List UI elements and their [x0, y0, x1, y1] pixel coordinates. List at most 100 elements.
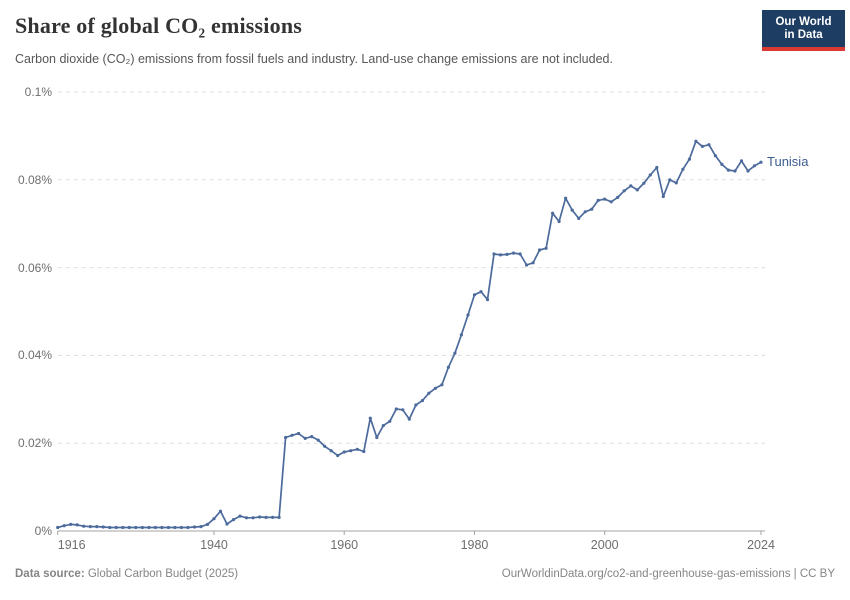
data-point [713, 154, 718, 158]
data-point [336, 453, 340, 458]
data-point [140, 525, 144, 530]
data-point [459, 333, 463, 337]
data-point [258, 515, 262, 519]
data-point [759, 160, 763, 164]
data-point [648, 173, 652, 177]
data-point [225, 522, 229, 526]
y-axis-tick-label: 0.1% [24, 85, 52, 99]
y-axis-tick-label: 0% [34, 524, 52, 538]
data-point [147, 525, 151, 530]
data-point [720, 162, 724, 166]
data-point [271, 515, 275, 520]
data-point [466, 313, 470, 317]
data-point [511, 251, 516, 255]
data-point [564, 196, 568, 200]
data-point [570, 208, 574, 212]
data-point [668, 178, 672, 182]
data-point [88, 525, 92, 529]
data-point [538, 248, 542, 252]
owid-cc-link[interactable]: OurWorldinData.org/co2-and-greenhouse-ga… [501, 568, 835, 580]
data-point [212, 517, 216, 521]
data-point [596, 198, 600, 202]
data-point [192, 525, 197, 529]
data-point [557, 219, 561, 224]
data-source-label: Data source: [15, 568, 85, 580]
data-point [498, 253, 503, 257]
y-axis-tick-label: 0.08% [17, 172, 52, 187]
data-point [446, 365, 450, 369]
data-point [622, 189, 626, 193]
data-point [362, 449, 366, 454]
data-point [746, 169, 750, 173]
data-point [642, 181, 646, 185]
data-point [609, 200, 613, 204]
data-point [388, 419, 392, 423]
chart-line-tunisia[interactable] [56, 140, 762, 529]
x-axis-tick-label: 1980 [460, 538, 489, 552]
data-point [355, 447, 359, 451]
data-point [238, 514, 242, 518]
data-point [342, 450, 346, 454]
data-point [160, 525, 164, 530]
data-point [629, 184, 633, 188]
data-point [635, 188, 639, 192]
data-point [401, 408, 405, 412]
data-point [525, 263, 529, 267]
data-point [492, 252, 496, 256]
chart-footer: Data source: Global Carbon Budget (2025)… [15, 568, 835, 580]
x-axis-tick-label: 1960 [330, 538, 359, 552]
data-point [733, 169, 737, 173]
chart-subtitle: Carbon dioxide (CO₂) emissions from foss… [15, 52, 613, 66]
data-point [433, 386, 437, 390]
data-point [700, 144, 705, 148]
data-point [82, 524, 86, 528]
data-point [297, 431, 301, 436]
owid-logo[interactable]: Our World in Data [762, 10, 845, 51]
data-point [375, 435, 379, 440]
data-point [316, 438, 320, 442]
page-title: Share of global CO₂ emissions [15, 13, 303, 38]
data-point [218, 509, 223, 513]
data-point [186, 525, 190, 530]
data-point [681, 167, 685, 171]
data-point [577, 216, 581, 220]
data-point [616, 195, 620, 199]
data-point [114, 525, 118, 530]
data-point [179, 525, 183, 530]
data-point [329, 449, 333, 453]
x-axis-tick-label: 2024 [747, 538, 775, 552]
data-point [310, 435, 314, 439]
data-point [134, 525, 138, 530]
data-point [323, 444, 327, 448]
data-source-note: Data source: Global Carbon Budget (2025) [15, 568, 238, 580]
data-point [284, 435, 288, 440]
data-point [590, 207, 594, 211]
data-point [440, 383, 444, 387]
data-point [75, 523, 79, 527]
data-point [101, 525, 105, 529]
data-point [420, 399, 424, 403]
data-point [69, 522, 73, 527]
y-axis-tick-label: 0.04% [17, 348, 52, 363]
series-label-tunisia[interactable]: Tunisia [767, 154, 809, 170]
data-point [427, 391, 431, 395]
data-point [153, 525, 157, 530]
data-point [108, 525, 112, 530]
data-point [264, 515, 268, 520]
data-point [127, 525, 131, 530]
data-point [661, 194, 665, 199]
data-point [95, 525, 99, 529]
data-point [707, 143, 711, 147]
data-point [544, 246, 548, 250]
data-point [394, 407, 398, 411]
data-point [231, 518, 236, 522]
data-point [407, 417, 411, 421]
data-point [349, 449, 353, 453]
data-point [277, 515, 281, 520]
data-point [62, 524, 66, 528]
data-point [551, 211, 555, 215]
data-point [726, 168, 731, 172]
data-point [290, 433, 294, 437]
data-point [251, 516, 255, 520]
